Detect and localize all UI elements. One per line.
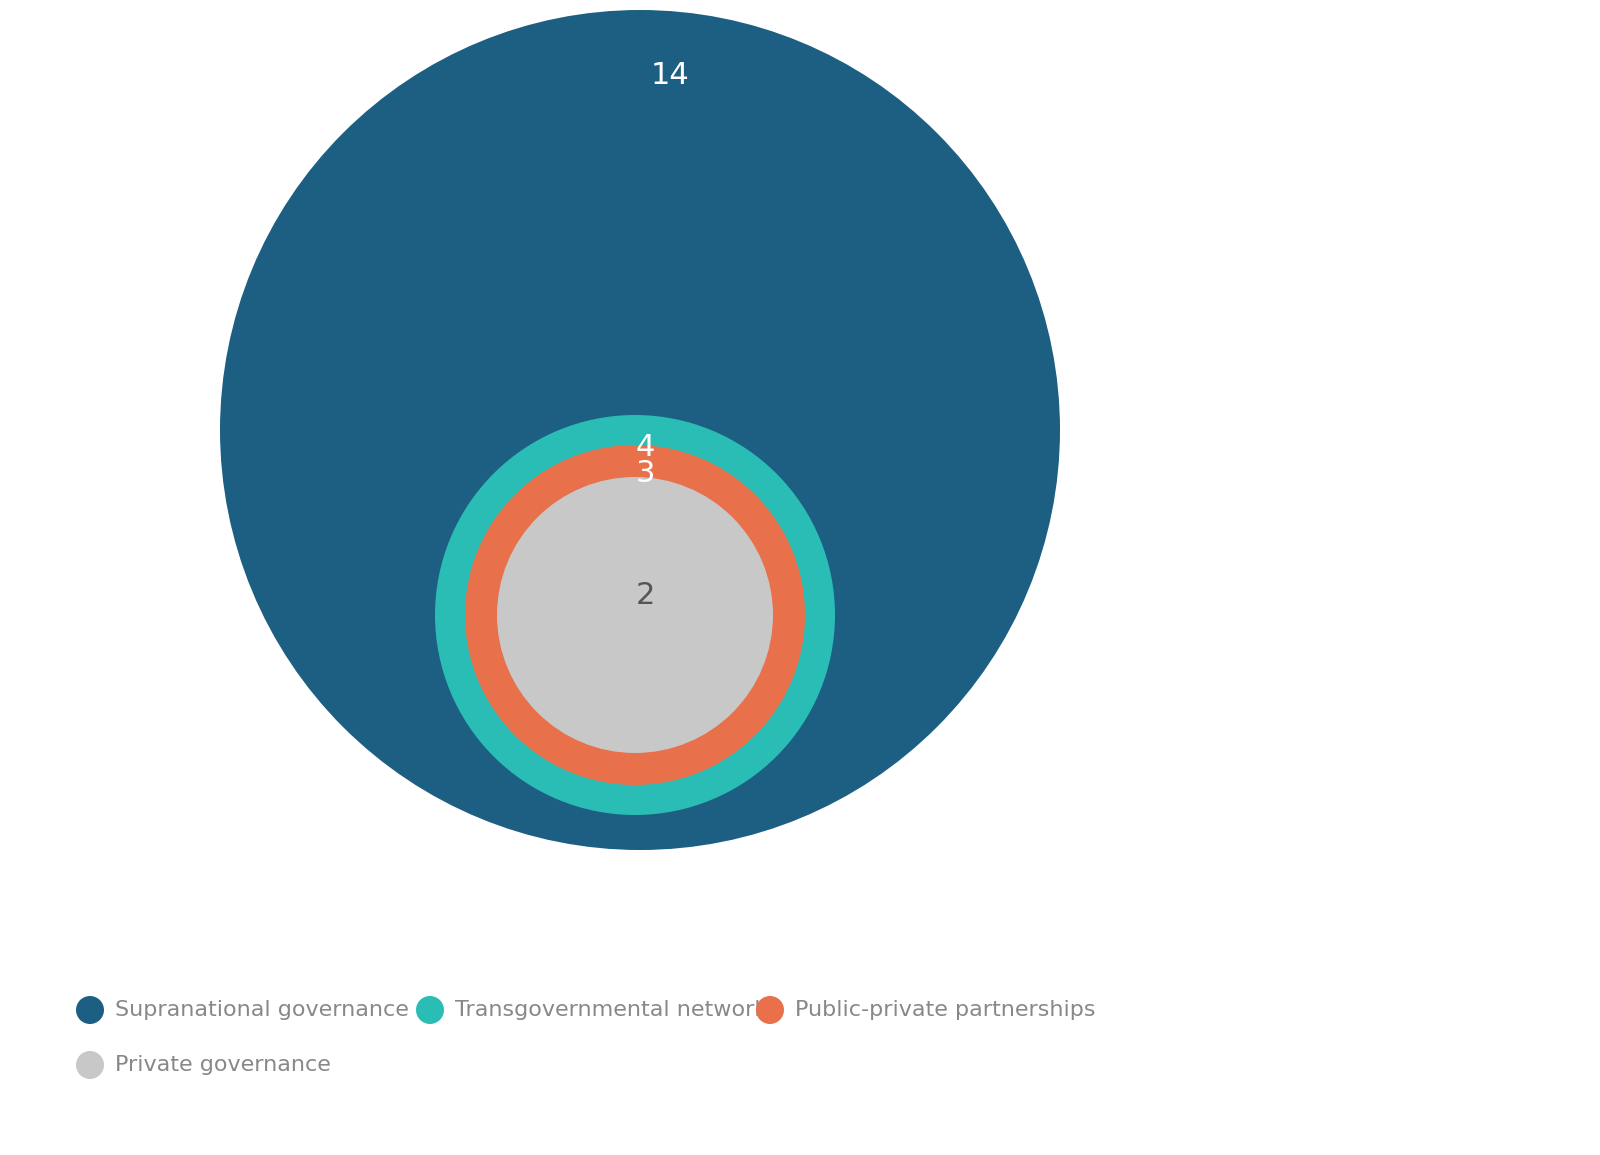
Text: Supranational governance: Supranational governance (115, 1000, 410, 1020)
Text: Private governance: Private governance (115, 1055, 331, 1075)
Text: Public-private partnerships: Public-private partnerships (795, 1000, 1096, 1020)
Text: 14: 14 (651, 60, 690, 89)
Text: 3: 3 (635, 459, 654, 487)
Circle shape (77, 1051, 104, 1079)
Text: 4: 4 (635, 432, 654, 462)
Text: 2: 2 (635, 581, 654, 610)
Circle shape (466, 445, 805, 785)
Text: Transgovernmental networks: Transgovernmental networks (454, 1000, 779, 1020)
Circle shape (435, 415, 835, 815)
Circle shape (77, 996, 104, 1024)
Circle shape (757, 996, 784, 1024)
Circle shape (416, 996, 445, 1024)
Circle shape (498, 477, 773, 753)
Circle shape (221, 10, 1059, 850)
